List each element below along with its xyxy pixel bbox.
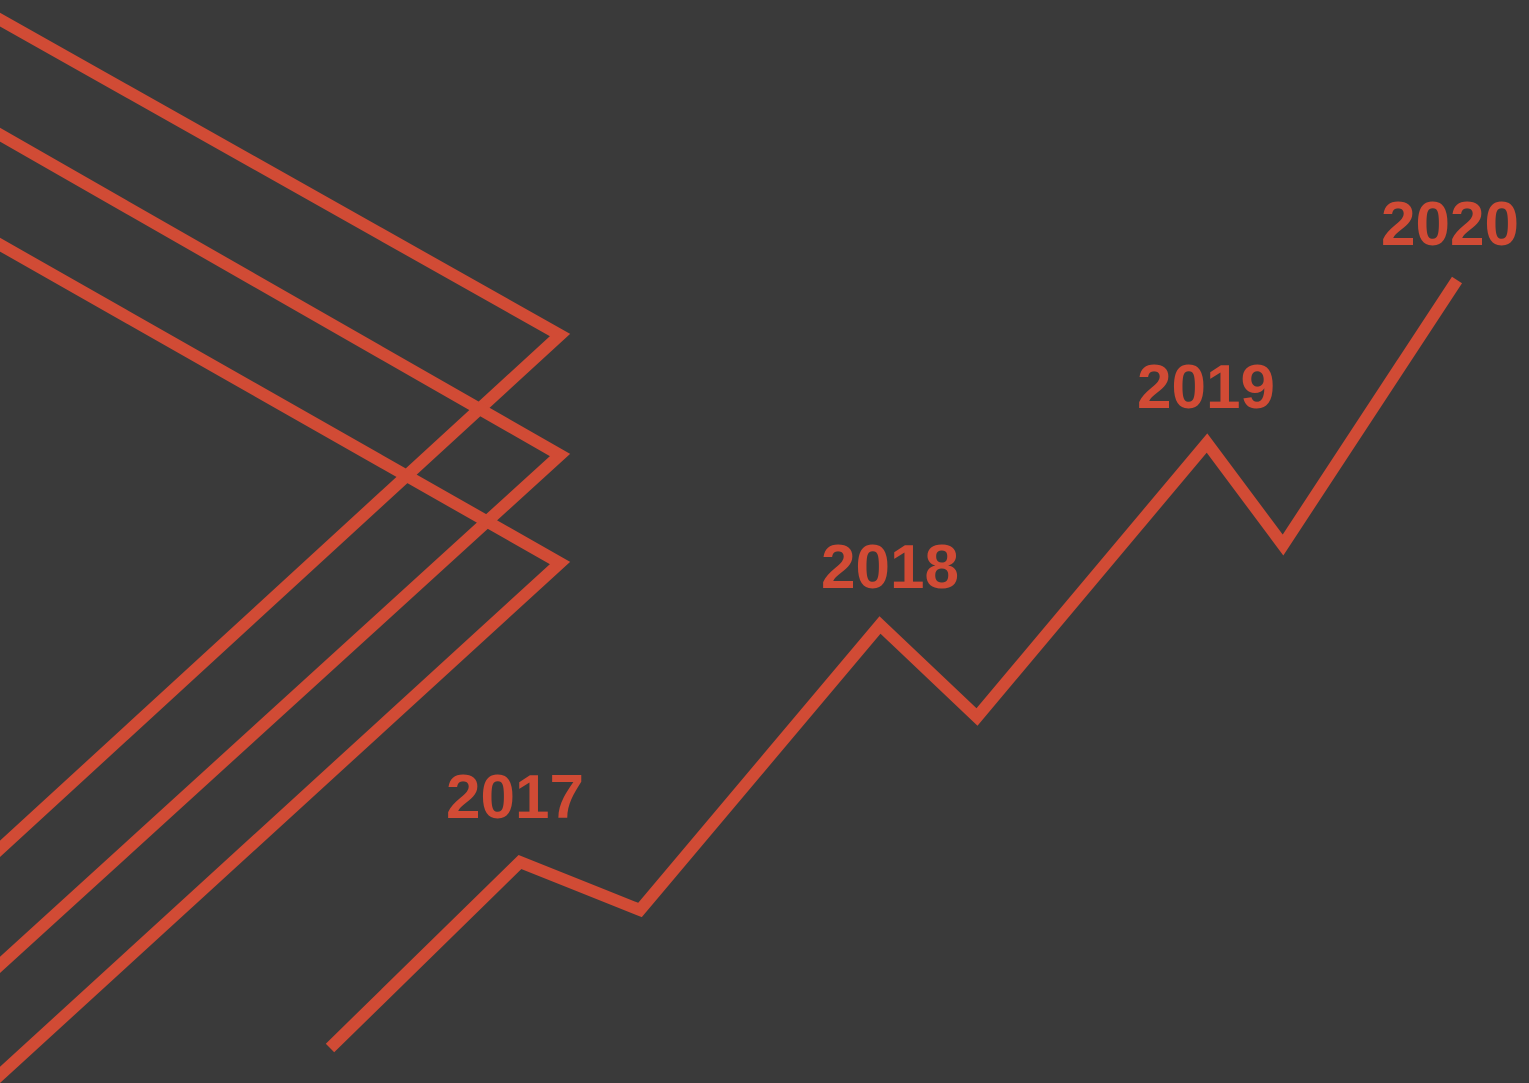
- year-label: 2018: [821, 533, 959, 602]
- zigzag-line: [325, 276, 1463, 1053]
- chevron-line: [0, 127, 571, 974]
- chevron-line: [0, 237, 571, 1083]
- year-label: 2017: [446, 763, 584, 832]
- year-label: 2019: [1137, 353, 1275, 422]
- chevron-line: [0, 12, 571, 857]
- year-label: 2020: [1381, 190, 1519, 259]
